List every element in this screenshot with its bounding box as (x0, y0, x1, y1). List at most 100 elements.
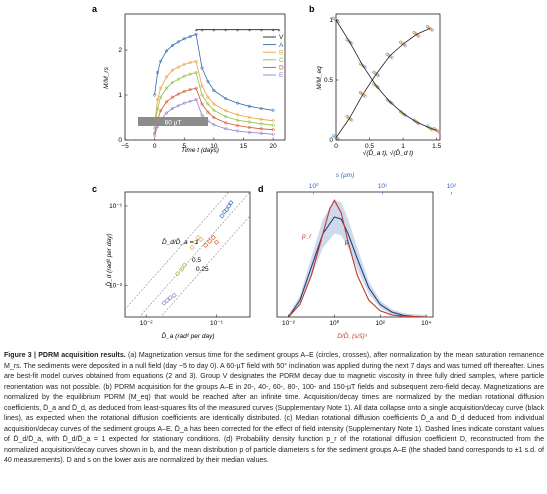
acquisition-point (390, 56, 394, 60)
group-A-point (226, 203, 232, 209)
series-V-point: + (260, 28, 263, 34)
panel-d-x-ticks: 10⁻² 10⁰ 10² 10⁴ (282, 314, 431, 327)
y-tick-label: 10⁻¹ (109, 203, 123, 210)
series-E-point (182, 101, 186, 105)
series-E-point (271, 132, 275, 136)
series-B-line (154, 60, 274, 125)
x-tick-label: 10 (210, 143, 218, 150)
series-V-point: + (272, 28, 275, 34)
panel-b-letter: b (309, 4, 315, 14)
series-V-point: + (195, 28, 198, 34)
group-C-point (179, 266, 185, 272)
panel-c-ylabel: D̄_d (rad² per day) (105, 233, 113, 286)
series-B-point (188, 61, 192, 65)
ratio-label: D̄_d/D̄_a = 1 (162, 238, 199, 246)
panel-a-ylabel: M/M_rs (103, 66, 110, 88)
group-A-point (219, 213, 225, 219)
x-tick-label: −5 (121, 143, 129, 150)
series-D-point (176, 92, 180, 96)
group-D-point (213, 239, 220, 245)
x-tick-label: 1.5 (432, 143, 441, 150)
panel-a-frame (124, 13, 286, 141)
group-D-point (202, 242, 209, 248)
series-A-point (271, 108, 275, 112)
legend-label-B: B (279, 49, 283, 56)
series-B-point (176, 65, 180, 69)
decay-point (403, 113, 408, 117)
series-E-point (164, 111, 169, 115)
series-E-point (212, 123, 216, 127)
panel-d-letter: d (258, 184, 264, 194)
y-tick-label: 1 (118, 92, 122, 99)
x-tick-label: 10² (376, 320, 386, 327)
panel-a: a + + + + + + + + + 60 µT −5 0 5 10 15 20 012 Time t … (92, 4, 286, 154)
series-B-point (164, 75, 169, 79)
caption-text: (a) Magnetization versus time for the se… (4, 352, 544, 465)
series-E-point (176, 104, 180, 108)
group-D-point (210, 234, 216, 241)
label-p: p (344, 239, 349, 246)
series-D-point (236, 124, 240, 128)
panel-d-xlabel: D/D̄, (s/s̄)³ (337, 332, 367, 340)
panel-d-frame (276, 191, 434, 318)
y-tick-label: 10⁻² (109, 283, 123, 290)
group-A-point (224, 206, 230, 213)
figure-caption: Figure 3 | PDRM acquisition results. (a)… (4, 351, 544, 467)
panel-c-plot-area (125, 192, 250, 317)
series-B-point (170, 68, 174, 72)
x-tick-label: 20 (270, 143, 278, 150)
panel-c-xlabel: D̄_a (rad² per day) (161, 332, 214, 340)
series-A-point (159, 59, 163, 63)
label-pr: p_r (301, 233, 312, 240)
series-D-point (200, 102, 204, 106)
panel-a-x-ticks: −5 0 5 10 15 20 (121, 137, 278, 150)
series-B-point (236, 113, 240, 117)
x-tick-label: 10⁻² (140, 320, 154, 327)
series-V-point: + (201, 28, 204, 34)
legend-label-V: V (279, 34, 284, 41)
series-B-point (259, 117, 263, 121)
series-C-point (188, 72, 192, 76)
series-E-point (247, 130, 251, 134)
series-C-point (206, 102, 210, 106)
panel-b-frame (335, 13, 441, 141)
panel-d: d s (µm) p_r p 10⁻² 10⁰ 10² 10⁴ 10⁰ 10¹ 10² D… (258, 172, 457, 340)
panel-c-x-ticks: 10⁻² 10⁻¹ (140, 314, 224, 327)
y-tick-label: 0 (118, 137, 122, 144)
x-tick-label: 0.5 (365, 143, 374, 150)
series-E-line (154, 99, 274, 136)
group-B-point (195, 234, 201, 241)
series-A-point (224, 97, 228, 101)
series-C-point (236, 118, 240, 122)
group-C-point (181, 262, 188, 268)
field-bar-label: 60 µT (165, 120, 182, 127)
series-E-point (194, 97, 198, 102)
series-D-point (259, 127, 263, 131)
panel-c-letter: c (92, 184, 97, 194)
acquisition-point (350, 118, 354, 122)
series-A-point (206, 79, 210, 84)
panel-c: c D̄_d/D̄_a = 1 0.5 0.25 10⁻² 10⁻¹ 10⁻²10… (92, 184, 251, 340)
caption-figure-label: Figure 3 | PDRM acquisition results. (4, 352, 126, 359)
series-A-point (259, 106, 263, 111)
series-A-point (200, 66, 204, 70)
series-A-point (247, 104, 251, 108)
panel-a-letter: a (92, 4, 98, 14)
top-tick-label: 10² (447, 183, 457, 190)
top-tick-label: 10¹ (378, 183, 388, 190)
series-B-point (224, 109, 228, 113)
series-C-point (156, 106, 160, 111)
group-E-point (164, 297, 170, 303)
y-tick-label: 1 (329, 17, 333, 24)
group-C-point (174, 271, 181, 277)
series-D-point (182, 89, 186, 93)
series-A-line (154, 33, 274, 111)
panel-b: b 0 0.5 1 1.5 00.51 √(D̄_a t), √(D̄_d t) M/… (309, 4, 442, 157)
series-D-point (159, 109, 163, 113)
series-E-point (236, 129, 240, 133)
series-D-point (212, 115, 216, 120)
series-C-line (154, 71, 274, 129)
x-tick-label: 10⁴ (421, 320, 431, 327)
group-A-point (221, 208, 228, 215)
series-E-point (153, 133, 157, 138)
